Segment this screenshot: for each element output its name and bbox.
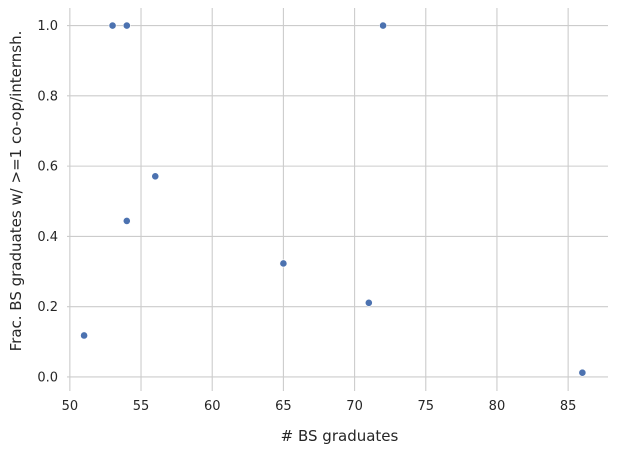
data-point (379, 21, 387, 30)
y-gridlines (67, 25, 608, 378)
y-tick-labels: 0.0 0.2 0.4 0.6 0.8 1.0 (37, 19, 58, 385)
y-tick-label: 0.0 (37, 370, 58, 385)
x-tick-label: 75 (417, 399, 434, 414)
data-point (80, 331, 88, 340)
y-tick-label: 0.2 (37, 300, 58, 315)
data-point (151, 172, 160, 181)
data-point (122, 21, 131, 30)
x-tick-label: 65 (275, 399, 292, 414)
x-tick-label: 85 (560, 399, 577, 414)
data-point (279, 259, 288, 268)
y-tick-label: 1.0 (37, 19, 58, 34)
x-tick-label: 60 (204, 399, 221, 414)
x-tick-label: 80 (489, 399, 506, 414)
x-tick-label: 70 (346, 399, 363, 414)
data-point (108, 21, 117, 30)
y-tick-label: 0.8 (37, 89, 58, 104)
x-tick-labels: 50 55 60 65 70 75 80 85 (62, 399, 577, 414)
data-point (364, 298, 373, 307)
x-gridlines (69, 8, 569, 391)
x-tick-label: 50 (62, 399, 79, 414)
data-point (122, 217, 131, 225)
x-tick-label: 55 (133, 399, 150, 414)
y-tick-label: 0.6 (37, 160, 58, 175)
x-axis-label: # BS graduates (281, 427, 399, 445)
data-point (578, 368, 587, 377)
data-points (80, 21, 587, 377)
y-tick-label: 0.4 (37, 230, 58, 245)
y-axis-label: Frac. BS graduates w/ >=1 co-op/internsh… (7, 31, 25, 352)
